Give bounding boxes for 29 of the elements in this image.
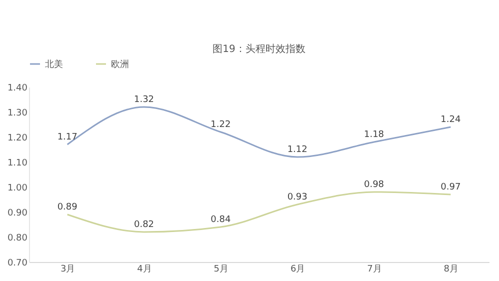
data-label: 0.98 <box>364 180 384 190</box>
data-label: 1.32 <box>134 95 154 105</box>
y-tick-label: 1.10 <box>7 158 28 168</box>
data-label: 1.18 <box>364 130 384 140</box>
y-tick-label: 0.90 <box>7 208 28 218</box>
data-label: 0.82 <box>134 220 154 230</box>
x-tick-label: 8月 <box>444 264 459 274</box>
data-label: 1.22 <box>210 120 231 130</box>
data-label: 0.89 <box>57 202 78 212</box>
y-tick-label: 1.40 <box>7 84 28 94</box>
y-tick-label: 1.00 <box>7 184 28 194</box>
x-tick-label: 4月 <box>137 264 152 274</box>
chart-title: 图19：头程时效指数 <box>212 43 306 55</box>
y-tick-label: 1.30 <box>7 108 28 118</box>
data-label: 1.12 <box>287 145 308 155</box>
x-tick-label: 6月 <box>290 264 306 274</box>
x-tick-label: 7月 <box>367 264 382 274</box>
data-label: 0.97 <box>440 182 461 192</box>
data-label: 0.93 <box>287 192 308 202</box>
y-tick-label: 1.20 <box>7 134 28 144</box>
data-label: 1.17 <box>57 132 78 142</box>
legend-label: 北美 <box>45 59 63 70</box>
y-tick-label: 0.70 <box>7 258 28 268</box>
legend-label: 欧洲 <box>111 59 129 70</box>
x-tick-label: 5月 <box>214 264 229 274</box>
data-label: 1.24 <box>440 115 461 125</box>
y-tick-label: 0.80 <box>7 234 28 244</box>
data-label: 0.84 <box>210 215 231 225</box>
x-tick-label: 3月 <box>60 264 76 274</box>
